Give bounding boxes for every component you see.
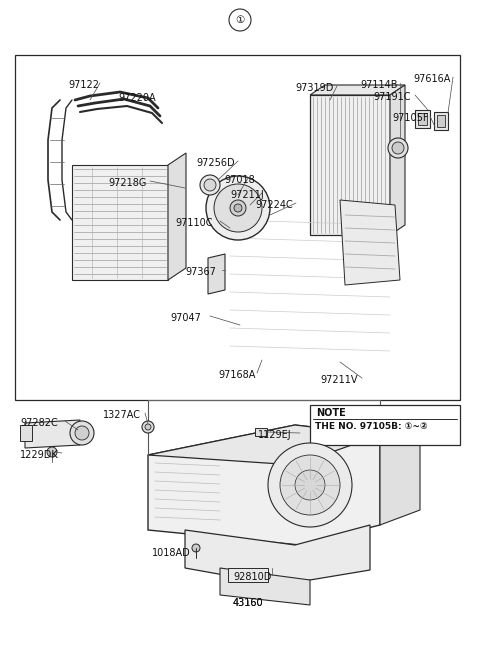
Circle shape <box>229 9 251 31</box>
Text: 1018AD: 1018AD <box>152 548 191 558</box>
Polygon shape <box>72 165 168 280</box>
Circle shape <box>280 455 340 515</box>
Circle shape <box>234 204 242 212</box>
Polygon shape <box>220 568 310 605</box>
Text: 97018: 97018 <box>224 175 255 185</box>
Polygon shape <box>310 95 390 235</box>
Text: NOTE: NOTE <box>316 408 346 418</box>
Polygon shape <box>25 420 80 448</box>
Text: 43160: 43160 <box>233 598 264 608</box>
Polygon shape <box>185 525 370 585</box>
Circle shape <box>70 421 94 445</box>
Circle shape <box>47 447 57 457</box>
Polygon shape <box>148 425 380 465</box>
Polygon shape <box>168 153 186 280</box>
Bar <box>20 425 32 441</box>
Circle shape <box>392 142 404 154</box>
Bar <box>15 55 460 400</box>
Bar <box>310 405 460 445</box>
Text: 92810D: 92810D <box>233 572 271 582</box>
Text: 97191C: 97191C <box>373 92 410 102</box>
Bar <box>255 428 267 436</box>
Circle shape <box>268 443 352 527</box>
Circle shape <box>206 176 270 240</box>
Text: 97367: 97367 <box>185 267 216 277</box>
Circle shape <box>388 138 408 158</box>
Circle shape <box>142 421 154 433</box>
Polygon shape <box>380 420 420 525</box>
Text: 1129EJ: 1129EJ <box>258 430 292 440</box>
Text: 97282C: 97282C <box>20 418 58 428</box>
Text: 97211J: 97211J <box>230 190 264 200</box>
Text: 97211V: 97211V <box>320 375 358 385</box>
Text: 97616A: 97616A <box>413 74 450 84</box>
Text: 97114B: 97114B <box>360 80 397 90</box>
Text: 97047: 97047 <box>170 313 201 323</box>
Text: 1229DK: 1229DK <box>20 450 59 460</box>
Circle shape <box>200 175 220 195</box>
Polygon shape <box>340 200 400 285</box>
Text: 97224C: 97224C <box>255 200 293 210</box>
Polygon shape <box>228 568 268 582</box>
Polygon shape <box>215 175 405 375</box>
Text: 97168A: 97168A <box>218 370 255 380</box>
Text: 1327AC: 1327AC <box>103 410 141 420</box>
Circle shape <box>75 426 89 440</box>
Text: 97256D: 97256D <box>196 158 235 168</box>
Text: 97105F: 97105F <box>392 113 429 123</box>
Circle shape <box>230 200 246 216</box>
Text: 97319D: 97319D <box>295 83 334 93</box>
Circle shape <box>192 544 200 552</box>
Text: ①: ① <box>235 15 245 25</box>
Text: 43160: 43160 <box>233 598 264 608</box>
Circle shape <box>214 184 262 232</box>
Polygon shape <box>437 115 445 127</box>
Circle shape <box>145 424 151 430</box>
Polygon shape <box>148 425 380 545</box>
Text: 97110C: 97110C <box>175 218 213 228</box>
Polygon shape <box>208 254 225 294</box>
Circle shape <box>295 470 325 500</box>
Polygon shape <box>390 85 405 235</box>
Polygon shape <box>434 112 448 130</box>
Text: 97122: 97122 <box>68 80 99 90</box>
Text: 97220A: 97220A <box>118 93 156 103</box>
Polygon shape <box>310 85 405 95</box>
Polygon shape <box>415 110 430 128</box>
Polygon shape <box>418 113 427 125</box>
Text: THE NO. 97105B: ①~②: THE NO. 97105B: ①~② <box>315 422 428 431</box>
Circle shape <box>204 179 216 191</box>
Polygon shape <box>215 310 405 375</box>
Text: 97218G: 97218G <box>108 178 146 188</box>
